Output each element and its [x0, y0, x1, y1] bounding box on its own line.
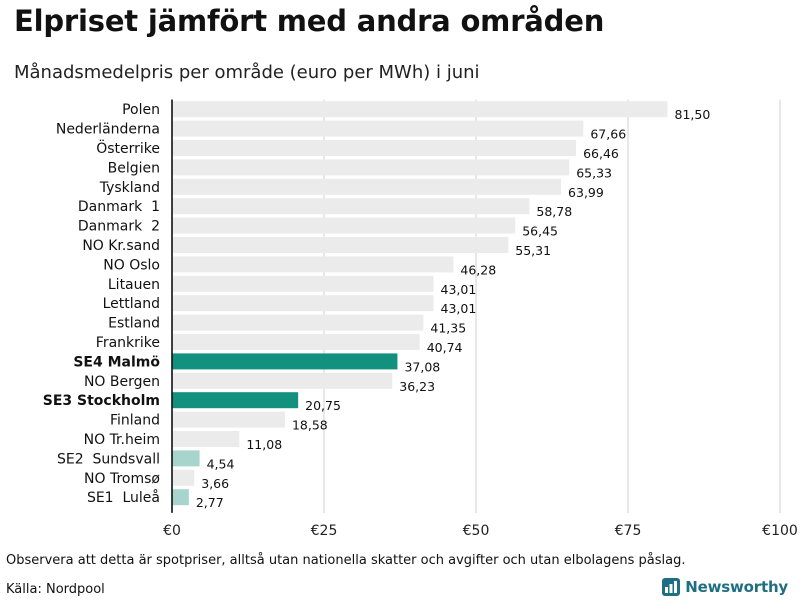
brand-name: Newsworthy	[685, 578, 788, 596]
value-label: 63,99	[568, 185, 604, 200]
category-label: Nederländerna	[56, 122, 160, 138]
bar	[172, 217, 516, 234]
bar	[172, 489, 189, 506]
bar	[172, 450, 200, 467]
brand-logo: Newsworthy	[662, 578, 788, 596]
bar	[172, 178, 562, 195]
x-tick-label: €0	[163, 523, 181, 539]
chart-subtitle: Månadsmedelpris per område (euro per MWh…	[14, 62, 480, 83]
category-label: Litauen	[108, 277, 160, 293]
value-label: 18,58	[292, 418, 328, 433]
value-label: 65,33	[576, 165, 612, 180]
value-label: 46,28	[460, 262, 496, 277]
value-label: 66,46	[583, 146, 619, 161]
value-label: 3,66	[201, 476, 229, 491]
bar	[172, 159, 570, 176]
value-label: 43,01	[441, 282, 477, 297]
x-tick-label: €50	[463, 523, 490, 539]
category-label: NO Kr.sand	[82, 238, 160, 254]
category-label: NO Tr.heim	[84, 432, 160, 448]
value-label: 81,50	[675, 107, 711, 122]
category-label: Danmark 2	[78, 219, 160, 235]
bar	[172, 392, 299, 409]
category-label: NO Bergen	[84, 374, 160, 390]
value-label: 20,75	[305, 398, 341, 413]
category-label: Tyskland	[99, 180, 160, 196]
value-label: 43,01	[441, 301, 477, 316]
bar	[172, 334, 420, 350]
value-label: 40,74	[427, 340, 463, 355]
bar	[172, 372, 393, 389]
bar	[172, 256, 454, 273]
category-label: Finland	[110, 413, 160, 429]
category-label: NO Oslo	[103, 257, 160, 273]
value-label: 36,23	[399, 379, 435, 394]
newsworthy-logo-icon	[662, 578, 681, 596]
x-tick-label: €25	[311, 523, 338, 539]
category-label: NO Tromsø	[84, 471, 160, 487]
bar-chart: €0 €25 €50 €75 €100 Polen 81,50 Nederländerna 67…	[43, 99, 798, 539]
bar	[172, 237, 509, 253]
bar	[172, 295, 434, 312]
category-label: SE2 Sundsvall	[57, 451, 160, 467]
category-label: Österrike	[96, 139, 160, 157]
category-label: Belgien	[108, 160, 160, 176]
value-label: 4,54	[207, 456, 235, 471]
bar	[172, 140, 577, 156]
bar	[172, 101, 668, 118]
category-label: Lettland	[103, 296, 160, 312]
bar	[172, 120, 584, 137]
category-label: SE3 Stockholm	[43, 393, 160, 409]
x-tick-label: €75	[615, 523, 642, 539]
bar	[172, 353, 398, 370]
bar	[172, 431, 240, 447]
footnote: Observera att detta är spotpriser, allts…	[6, 553, 686, 568]
value-label: 37,08	[404, 359, 440, 374]
bar	[172, 198, 530, 215]
category-label: SE1 Luleå	[87, 489, 160, 506]
x-tick-label: €100	[762, 523, 798, 539]
category-label: Danmark 1	[78, 199, 160, 215]
value-label: 67,66	[590, 127, 626, 142]
chart-title: Elpriset jämfört med andra områden	[14, 4, 605, 38]
value-label: 11,08	[246, 437, 282, 452]
bar	[172, 275, 434, 292]
value-label: 58,78	[536, 204, 572, 219]
source-note: Källa: Nordpool	[6, 582, 105, 597]
category-label: SE4 Malmö	[73, 354, 160, 370]
bar	[172, 411, 285, 428]
category-label: Frankrike	[96, 335, 160, 351]
value-label: 2,77	[196, 495, 224, 510]
bar	[172, 469, 195, 486]
category-label: Polen	[122, 102, 160, 118]
value-label: 41,35	[430, 321, 466, 336]
category-label: Estland	[108, 316, 160, 332]
value-label: 56,45	[522, 224, 558, 239]
bar	[172, 314, 424, 331]
value-label: 55,31	[515, 243, 551, 258]
